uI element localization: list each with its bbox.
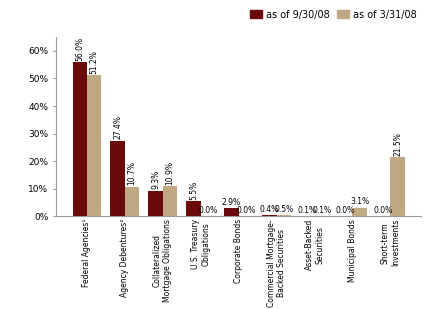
- Text: 3.1%: 3.1%: [350, 197, 369, 206]
- Bar: [353, 208, 367, 216]
- Bar: [276, 215, 291, 216]
- Bar: [148, 191, 163, 216]
- Bar: [224, 208, 239, 216]
- Text: 0.1%: 0.1%: [298, 206, 317, 215]
- Text: 51.2%: 51.2%: [89, 50, 98, 74]
- Bar: [163, 186, 177, 216]
- Text: 21.5%: 21.5%: [393, 132, 402, 156]
- Text: 5.5%: 5.5%: [189, 180, 198, 200]
- Legend: as of 9/30/08, as of 3/31/08: as of 9/30/08, as of 3/31/08: [250, 10, 417, 20]
- Bar: [262, 215, 276, 216]
- Bar: [186, 201, 201, 216]
- Text: 27.4%: 27.4%: [113, 115, 122, 139]
- Text: 0.0%: 0.0%: [198, 206, 218, 215]
- Bar: [87, 75, 101, 216]
- Bar: [111, 141, 125, 216]
- Text: 0.5%: 0.5%: [274, 205, 293, 214]
- Bar: [390, 157, 405, 216]
- Text: 0.0%: 0.0%: [236, 206, 255, 215]
- Text: 10.9%: 10.9%: [166, 161, 175, 185]
- Text: 9.3%: 9.3%: [151, 170, 160, 189]
- Text: 0.0%: 0.0%: [335, 206, 355, 215]
- Text: 0.4%: 0.4%: [260, 205, 279, 214]
- Bar: [73, 62, 87, 216]
- Text: 0.0%: 0.0%: [374, 206, 393, 215]
- Text: 56.0%: 56.0%: [75, 36, 84, 61]
- Text: 2.9%: 2.9%: [222, 198, 241, 207]
- Text: 0.1%: 0.1%: [312, 206, 331, 215]
- Bar: [125, 187, 139, 216]
- Text: 10.7%: 10.7%: [128, 161, 137, 185]
